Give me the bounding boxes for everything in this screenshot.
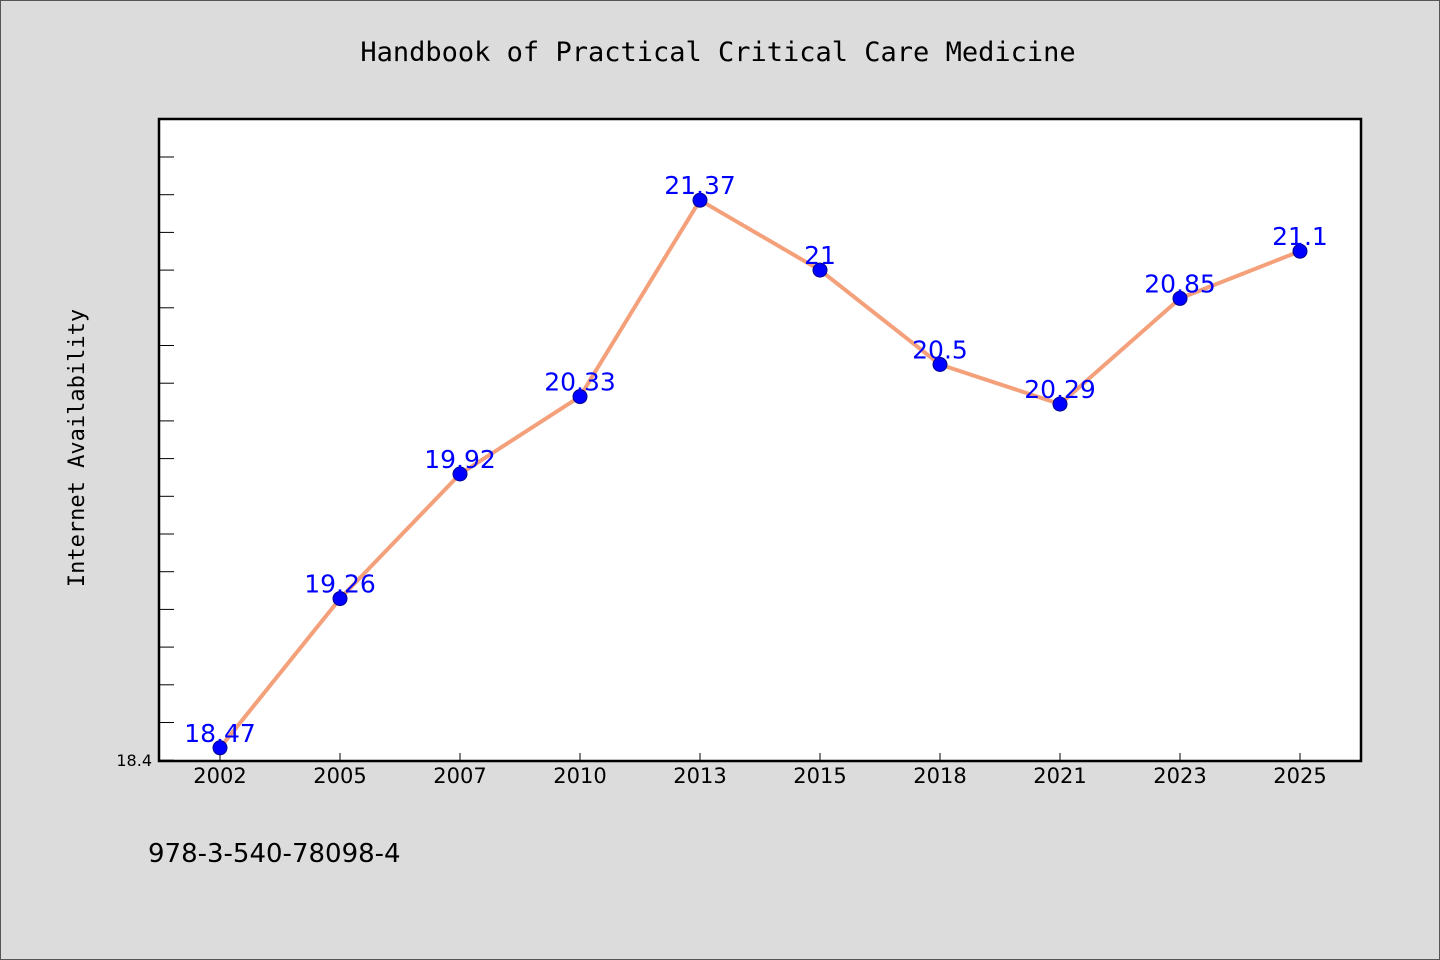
data-point xyxy=(212,740,228,756)
x-tick-label: 2005 xyxy=(313,764,366,788)
series-line xyxy=(218,198,1302,750)
data-label: 20.85 xyxy=(1144,269,1216,298)
x-tick-label: 2002 xyxy=(193,764,246,788)
x-axis-ticks: 2002 2005 2007 2010 2013 2015 2018 2021 2023 2025 xyxy=(193,753,1327,788)
data-label: 20.5 xyxy=(912,336,968,365)
y-axis-minor-ticks xyxy=(159,156,174,761)
data-point xyxy=(1292,243,1308,259)
data-label: 20.29 xyxy=(1024,375,1096,404)
x-tick-label: 2025 xyxy=(1273,764,1326,788)
data-point xyxy=(932,357,948,372)
data-label: 18.47 xyxy=(184,719,256,748)
data-point xyxy=(1172,290,1188,306)
data-label: 20.33 xyxy=(544,368,616,397)
x-tick-label: 2021 xyxy=(1033,764,1086,788)
chart-title: Handbook of Practical Critical Care Medi… xyxy=(360,37,1075,68)
data-label: 21 xyxy=(804,241,836,270)
data-point xyxy=(572,389,588,405)
y-axis-title: Internet Availability xyxy=(65,309,90,587)
plot-area xyxy=(157,117,1363,763)
isbn-footer: 978-3-540-78098-4 xyxy=(148,839,401,869)
x-tick-label: 2013 xyxy=(673,764,726,788)
data-labels: 18.47 19.26 19.92 20.33 21.37 21 20.5 20.29 20.8… xyxy=(184,171,1328,748)
x-tick-label: 2015 xyxy=(793,764,846,788)
data-label: 19.26 xyxy=(304,570,376,599)
y-tick-label: 18.4 xyxy=(116,751,152,770)
data-point xyxy=(1052,396,1068,412)
x-tick-label: 2007 xyxy=(433,764,486,788)
data-label: 21.1 xyxy=(1272,222,1328,251)
data-point xyxy=(452,466,468,482)
data-label: 19.92 xyxy=(424,445,496,474)
data-point xyxy=(692,192,708,208)
x-tick-label: 2023 xyxy=(1153,764,1206,788)
data-point xyxy=(812,262,828,278)
x-tick-label: 2010 xyxy=(553,764,606,788)
x-tick-label: 2018 xyxy=(913,764,966,788)
series-markers xyxy=(212,192,1308,756)
data-label: 21.37 xyxy=(664,171,736,200)
data-point xyxy=(332,591,348,607)
